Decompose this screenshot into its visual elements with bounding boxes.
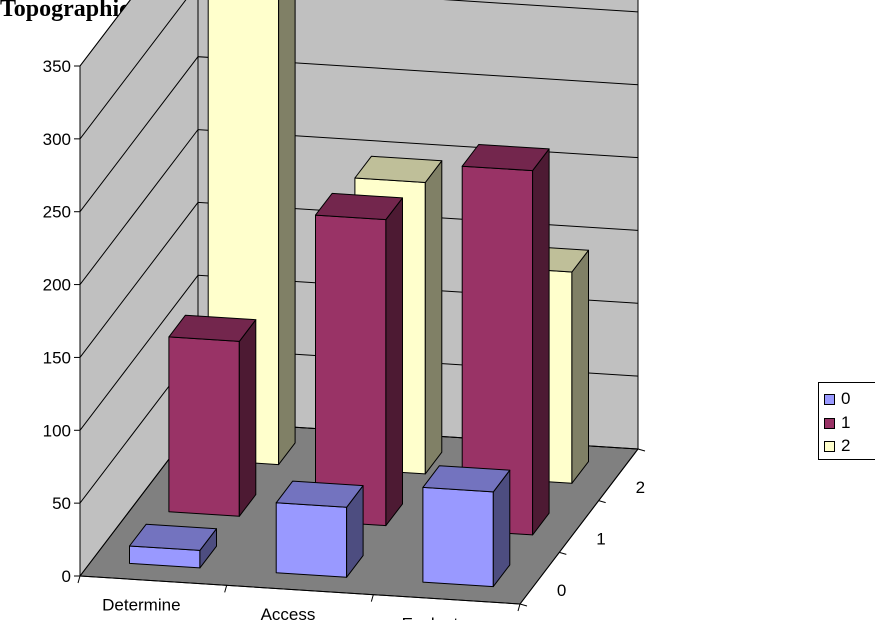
y-tick-label: 0 <box>62 567 71 586</box>
bar-top-face <box>354 155 443 183</box>
legend-swatch-0 <box>824 393 835 405</box>
x-tick-mark <box>370 594 374 602</box>
x-tick-label: Evaluate <box>402 614 468 620</box>
y-tick-label: 100 <box>43 421 71 440</box>
bar-series-1-determine <box>168 314 257 517</box>
y-tick-label: 250 <box>43 203 71 222</box>
bar-side-face <box>424 160 443 475</box>
depth-tick-mark <box>598 500 606 504</box>
bar-side-face <box>532 148 550 536</box>
legend-item-1: 1 <box>824 413 850 433</box>
x-tick-label: Determine <box>102 596 180 615</box>
depth-tick-label: 1 <box>596 530 605 549</box>
y-tick-label: 300 <box>43 130 71 149</box>
x-axis <box>79 575 521 605</box>
legend-swatch-2 <box>824 440 835 452</box>
axis-labels: 0 50 100 150 200 250 300 350 Determine Access Eval… <box>43 57 645 620</box>
bar-front-face <box>168 336 240 517</box>
bar-front-face <box>275 502 348 578</box>
y-tick-label: 50 <box>52 494 71 513</box>
depth-tick-mark <box>519 603 528 607</box>
bar-series-1-access <box>315 192 403 527</box>
gridline <box>79 0 131 67</box>
depth-tick-mark <box>637 448 646 452</box>
legend-label-0: 0 <box>841 389 851 408</box>
bar-series-0-access <box>275 480 364 578</box>
bar-side-face <box>238 319 257 517</box>
x-tick-label: Access <box>261 605 316 620</box>
legend-swatch-1 <box>824 417 835 429</box>
legend-label-2: 2 <box>841 436 851 455</box>
y-tick-label: 150 <box>43 348 71 367</box>
bar-series-1-evaluate <box>461 144 550 536</box>
bar-top-face <box>275 480 364 508</box>
axes <box>74 65 646 612</box>
bar-side-face <box>385 197 403 527</box>
x-tick-mark <box>224 585 228 593</box>
depth-tick-label: 2 <box>636 478 645 497</box>
y-tick-label: 350 <box>43 57 71 76</box>
legend-item-0: 0 <box>824 389 850 409</box>
bar-series-0-evaluate <box>422 465 511 588</box>
bar-front-face <box>422 486 494 588</box>
x-tick-mark <box>77 575 81 584</box>
bar-top-face <box>315 192 403 221</box>
legend-label-1: 1 <box>841 413 851 432</box>
bar-top-face <box>422 465 511 493</box>
chart-title: Topographic <box>0 0 130 22</box>
depth-axis <box>519 448 639 605</box>
depth-tick-mark <box>559 551 567 555</box>
bar-series-0-determine <box>129 523 217 569</box>
bar-top-face <box>129 523 217 551</box>
legend: 0 1 2 <box>818 382 875 460</box>
bars <box>129 0 589 588</box>
bar-front-face <box>315 214 387 527</box>
bar-side-face <box>278 0 296 466</box>
bar-side-face <box>571 249 589 484</box>
gridline <box>79 0 639 140</box>
gridline <box>79 56 639 213</box>
depth-tick-label: 0 <box>557 581 566 600</box>
legend-item-2: 2 <box>824 436 850 456</box>
bar-top-face <box>461 144 550 172</box>
x-tick-mark <box>517 603 521 612</box>
bar-top-face <box>168 314 257 342</box>
y-tick-label: 200 <box>43 276 71 295</box>
